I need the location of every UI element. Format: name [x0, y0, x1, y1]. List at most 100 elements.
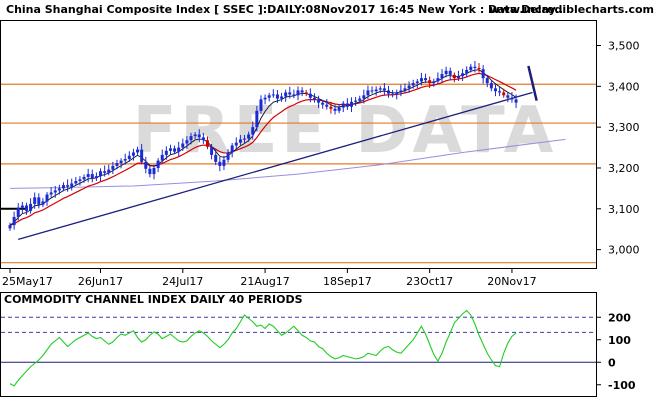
candle-body: [440, 74, 444, 79]
candle-body: [378, 88, 382, 90]
price-y-tick-label: 3,000: [608, 244, 640, 257]
candle-body: [37, 197, 41, 205]
candle-body: [329, 106, 333, 109]
candle-body: [61, 185, 65, 189]
candle-body: [243, 138, 247, 140]
candle-body: [234, 142, 238, 146]
candle-body: [510, 97, 514, 100]
price-x-tick-label: 18Sep17: [323, 275, 372, 288]
candle-body: [280, 96, 284, 99]
candle-body: [374, 89, 378, 92]
candle-body: [181, 143, 185, 148]
candle-body: [53, 190, 57, 193]
candle-body: [86, 174, 90, 177]
candle-body: [107, 169, 111, 173]
candle-body: [230, 145, 234, 153]
candle-body: [267, 95, 271, 98]
candle-body: [201, 137, 205, 141]
candle-body: [333, 108, 337, 111]
candle-body: [415, 81, 419, 84]
cci-title: COMMODITY CHANNEL INDEX DAILY 40 PERIODS: [4, 293, 303, 306]
candle-body: [284, 92, 288, 97]
candle-body: [349, 101, 353, 107]
candle-body: [177, 147, 181, 152]
candle-body: [49, 192, 53, 195]
price-y-tick-label: 3,500: [608, 39, 640, 52]
candle-body: [66, 185, 70, 187]
candle-body: [251, 127, 255, 135]
candle-body: [70, 183, 74, 187]
candle-body: [300, 90, 304, 93]
price-x-tick-label: 25May17: [2, 275, 53, 288]
candle-body: [366, 90, 370, 96]
candle-body: [210, 146, 214, 155]
price-y-tick-label: 3,100: [608, 203, 640, 216]
mid-ma-line: [9, 72, 517, 226]
candle-body: [214, 154, 218, 162]
candle-body: [136, 149, 140, 153]
candle-body: [152, 167, 156, 175]
chart-title: China Shanghai Composite Index [ SSEC ]:…: [6, 3, 563, 16]
candle-body: [90, 174, 94, 179]
candle-body: [514, 99, 518, 103]
candle-body: [461, 73, 465, 77]
candle-body: [308, 93, 312, 98]
candle-body: [312, 97, 316, 100]
candle-body: [391, 93, 395, 95]
candle-body: [197, 134, 201, 138]
fast-ma-line: [9, 69, 517, 226]
candle-body: [156, 160, 160, 168]
candle-body: [456, 76, 460, 79]
candle-body: [419, 78, 423, 82]
fast-moving-average: [9, 69, 517, 226]
candle-body: [127, 155, 131, 159]
candle-body: [288, 92, 292, 95]
cci-y-tick-label: 200: [608, 311, 631, 324]
candle-body: [292, 94, 296, 96]
candle-body: [481, 69, 485, 79]
candle-body: [24, 205, 28, 211]
candle-body: [399, 90, 403, 93]
candle-body: [29, 203, 33, 211]
candle-body: [226, 152, 230, 160]
cci-y-tick-label: 100: [608, 334, 631, 347]
candle-body: [57, 188, 61, 191]
candle-body: [115, 163, 119, 166]
candle-body: [436, 78, 440, 82]
candle-body: [255, 110, 259, 128]
candle-body: [407, 85, 411, 89]
candle-body: [74, 181, 78, 184]
support-trendline: [18, 91, 533, 241]
candle-body: [506, 95, 510, 98]
candle-body: [148, 168, 152, 175]
candle-body: [263, 97, 267, 100]
price-x-axis: 25May17 26Jun17 24Jul17 21Aug17 18Sep17 23Oct…: [2, 268, 537, 288]
price-x-tick-label: 21Aug17: [240, 275, 289, 288]
candle-body: [448, 70, 452, 75]
candle-body: [424, 78, 428, 81]
candle-body: [189, 136, 193, 141]
candle-body: [362, 95, 366, 99]
candle-body: [119, 160, 123, 164]
candle-body: [489, 83, 493, 89]
candle-body: [321, 102, 325, 105]
site-url[interactable]: www.incrediblecharts.com: [490, 3, 654, 16]
candle-body: [8, 225, 12, 229]
candle-body: [16, 207, 20, 217]
candle-body: [387, 90, 391, 94]
price-y-tick-label: 3,300: [608, 121, 640, 134]
candle-body: [382, 88, 386, 91]
trendlines: [18, 65, 538, 241]
candle-body: [296, 90, 300, 96]
candle-body: [247, 134, 251, 139]
candle-body: [173, 148, 177, 152]
candle-body: [354, 100, 358, 102]
price-y-axis: 3,500 3,400 3,300 3,200 3,100 3,000: [596, 39, 640, 257]
candle-body: [140, 149, 144, 162]
candle-body: [469, 66, 473, 70]
candle-body: [164, 150, 168, 155]
candle-body: [41, 201, 45, 205]
candle-body: [358, 98, 362, 101]
